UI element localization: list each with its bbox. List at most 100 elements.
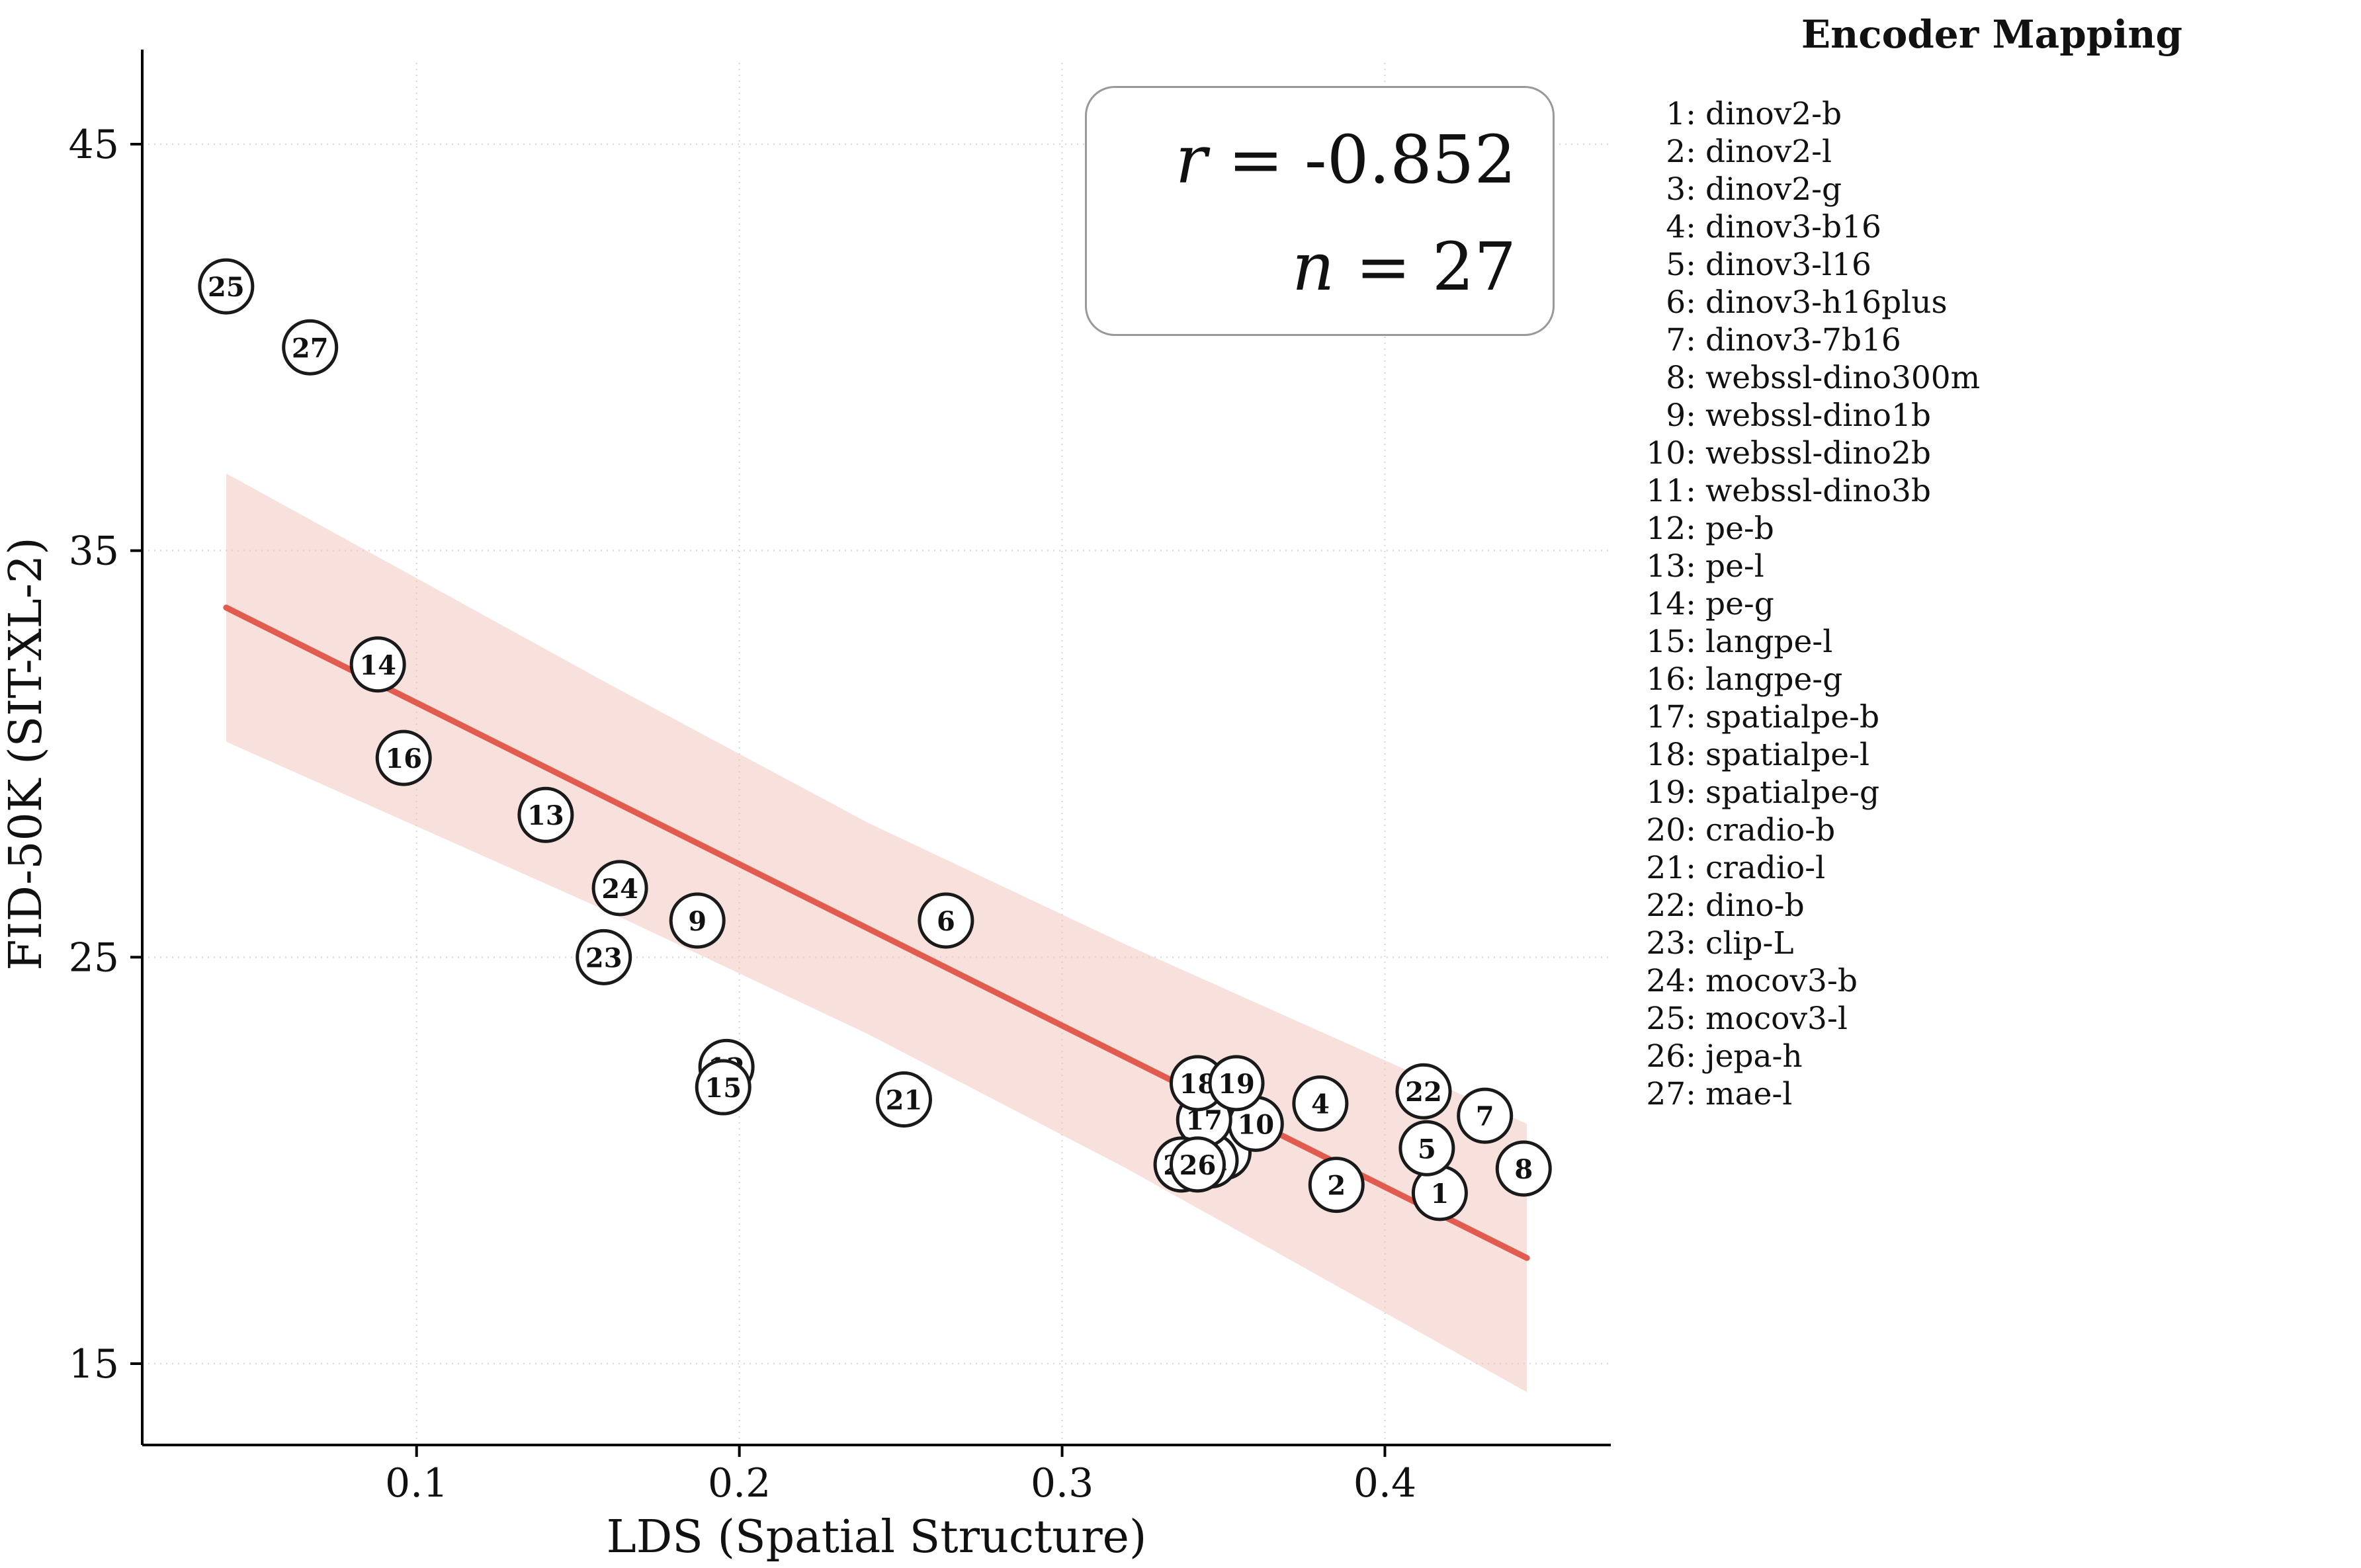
svg-text:19: 19 bbox=[1218, 1069, 1255, 1100]
legend-item: 21: cradio-l bbox=[1641, 849, 2343, 887]
legend-item-name: webssl-dino1b bbox=[1705, 397, 1931, 434]
svg-text:24: 24 bbox=[601, 874, 638, 905]
legend-item: 22: dino-b bbox=[1641, 887, 2343, 925]
legend-item-name: cradio-l bbox=[1705, 850, 1826, 886]
encoder-legend: Encoder Mapping 1: dinov2-b 2: dinov2-l 3: di… bbox=[1641, 12, 2343, 1113]
legend-item-index: 1: bbox=[1666, 96, 1696, 132]
y-tick-label: 35 bbox=[69, 528, 119, 575]
legend-item-index: 11: bbox=[1646, 473, 1696, 509]
legend-item-name: dino-b bbox=[1705, 887, 1805, 924]
svg-text:1: 1 bbox=[1430, 1178, 1449, 1210]
data-point-6: 6 bbox=[918, 892, 974, 949]
legend-item-index: 9: bbox=[1666, 397, 1696, 434]
legend-item-name: mocov3-b bbox=[1705, 963, 1858, 999]
data-point-14: 14 bbox=[349, 636, 406, 693]
legend-item-name: dinov2-l bbox=[1705, 134, 1832, 170]
legend-item-name: dinov3-l16 bbox=[1705, 247, 1871, 283]
svg-text:5: 5 bbox=[1418, 1134, 1436, 1165]
legend-item-index: 26: bbox=[1646, 1038, 1696, 1075]
data-point-9: 9 bbox=[669, 892, 726, 949]
legend-item-index: 19: bbox=[1646, 774, 1696, 811]
legend-item-name: mocov3-l bbox=[1705, 1001, 1848, 1037]
regression-line bbox=[223, 604, 1530, 1261]
legend-item-index: 20: bbox=[1646, 812, 1696, 848]
legend-item: 25: mocov3-l bbox=[1641, 1000, 2343, 1038]
data-point-7: 7 bbox=[1457, 1087, 1514, 1144]
svg-text:25: 25 bbox=[208, 272, 245, 303]
legend-item: 12: pe-b bbox=[1641, 510, 2343, 548]
y-axis-ticks: 15 25 35 45 bbox=[69, 122, 142, 1387]
svg-text:14: 14 bbox=[359, 650, 396, 681]
legend-item-index: 21: bbox=[1646, 850, 1696, 886]
svg-text:26: 26 bbox=[1180, 1150, 1217, 1181]
data-point-26: 26 bbox=[1169, 1136, 1226, 1193]
legend-item-index: 15: bbox=[1646, 624, 1696, 660]
legend-item-name: dinov3-h16plus bbox=[1705, 284, 1948, 321]
svg-text:23: 23 bbox=[585, 942, 622, 973]
legend-item-index: 7: bbox=[1666, 322, 1696, 358]
legend-item: 18: spatialpe-l bbox=[1641, 736, 2343, 774]
data-point-8: 8 bbox=[1495, 1140, 1552, 1197]
svg-text:4: 4 bbox=[1311, 1089, 1330, 1120]
legend-item-index: 25: bbox=[1646, 1001, 1696, 1037]
legend-item-index: 4: bbox=[1666, 209, 1696, 245]
legend-item-name: webssl-dino2b bbox=[1705, 435, 1931, 472]
data-point-23: 23 bbox=[576, 928, 632, 985]
legend-item: 17: spatialpe-b bbox=[1641, 698, 2343, 736]
svg-text:6: 6 bbox=[937, 906, 955, 937]
legend-item-index: 17: bbox=[1646, 699, 1696, 735]
svg-text:2: 2 bbox=[1327, 1171, 1346, 1202]
legend-item-name: jepa-h bbox=[1705, 1038, 1803, 1075]
correlation-annotation: r = -0.852 n = 27 bbox=[1085, 86, 1555, 336]
svg-text:21: 21 bbox=[886, 1085, 923, 1116]
svg-text:27: 27 bbox=[292, 333, 329, 364]
legend-item-name: dinov2-g bbox=[1705, 171, 1842, 208]
data-point-24: 24 bbox=[591, 860, 648, 917]
legend-item: 19: spatialpe-g bbox=[1641, 774, 2343, 811]
data-point-2: 2 bbox=[1308, 1157, 1365, 1214]
legend-item-name: webssl-dino300m bbox=[1705, 360, 1981, 396]
x-axis-ticks: 0.1 0.2 0.3 0.4 bbox=[385, 1445, 1416, 1506]
legend-item: 6: dinov3-h16plus bbox=[1641, 284, 2343, 321]
y-tick-label: 15 bbox=[69, 1341, 119, 1387]
legend-item-name: pe-l bbox=[1705, 548, 1764, 585]
legend-item: 4: dinov3-b16 bbox=[1641, 208, 2343, 246]
legend-item: 3: dinov2-g bbox=[1641, 171, 2343, 208]
legend-item: 2: dinov2-l bbox=[1641, 133, 2343, 171]
legend-item-name: pe-g bbox=[1705, 586, 1774, 622]
legend-item-index: 24: bbox=[1646, 963, 1696, 999]
legend-item-name: pe-b bbox=[1705, 511, 1774, 547]
legend-item: 15: langpe-l bbox=[1641, 623, 2343, 661]
legend-item-index: 23: bbox=[1646, 925, 1696, 962]
r-variable: r bbox=[1175, 121, 1207, 198]
n-value-line: n = 27 bbox=[1087, 214, 1516, 321]
x-tick-label: 0.1 bbox=[385, 1460, 448, 1506]
legend-title: Encoder Mapping bbox=[1801, 12, 2183, 57]
legend-item-name: dinov3-b16 bbox=[1705, 209, 1881, 245]
n-variable: n bbox=[1291, 228, 1335, 306]
legend-item: 10: webssl-dino2b bbox=[1641, 434, 2343, 472]
legend-item-index: 3: bbox=[1666, 171, 1696, 208]
y-axis-label: FID-50K (SIT-XL-2) bbox=[0, 537, 52, 970]
x-tick-label: 0.4 bbox=[1353, 1460, 1416, 1506]
legend-item-name: webssl-dino3b bbox=[1705, 473, 1931, 509]
n-value: = 27 bbox=[1334, 228, 1516, 306]
legend-item: 9: webssl-dino1b bbox=[1641, 397, 2343, 434]
legend-item-name: mae-l bbox=[1705, 1076, 1793, 1112]
legend-item-index: 16: bbox=[1646, 661, 1696, 698]
legend-item-index: 5: bbox=[1666, 247, 1696, 283]
data-point-21: 21 bbox=[875, 1071, 932, 1128]
legend-item-index: 12: bbox=[1646, 511, 1696, 547]
data-point-1: 1 bbox=[1411, 1165, 1468, 1221]
data-point-22: 22 bbox=[1395, 1063, 1452, 1120]
legend-item-index: 22: bbox=[1646, 887, 1696, 924]
data-point-25: 25 bbox=[198, 258, 255, 315]
legend-item-index: 27: bbox=[1646, 1076, 1696, 1112]
legend-item-index: 2: bbox=[1666, 134, 1696, 170]
legend-item-name: spatialpe-g bbox=[1705, 774, 1880, 811]
data-point-27: 27 bbox=[282, 319, 339, 376]
legend-items: 1: dinov2-b 2: dinov2-l 3: dinov2-g 4: dinov3-b… bbox=[1641, 95, 2343, 1113]
svg-text:7: 7 bbox=[1476, 1101, 1494, 1132]
